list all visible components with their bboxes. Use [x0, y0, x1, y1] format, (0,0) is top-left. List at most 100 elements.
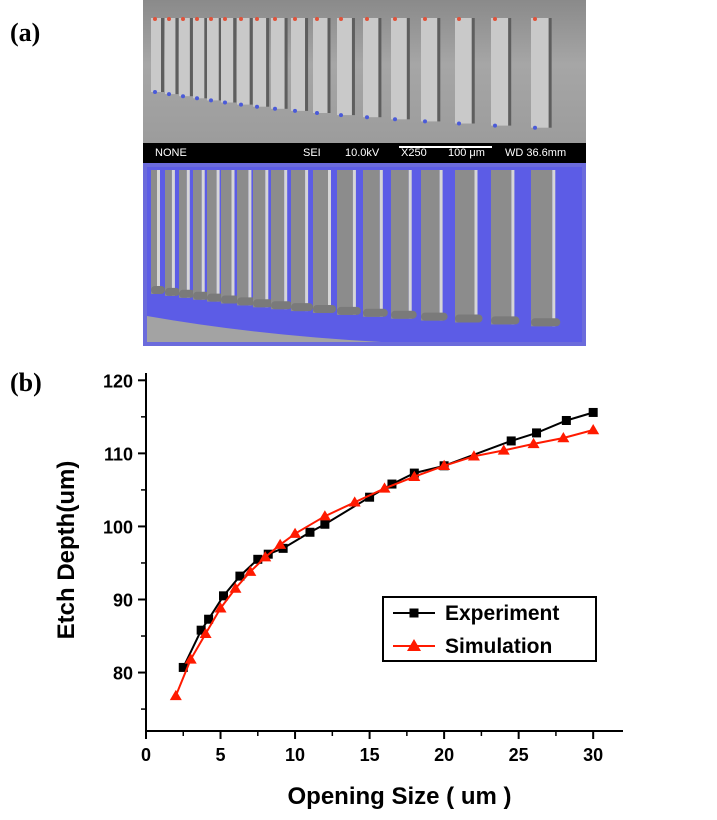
sem-highlight-frame — [143, 163, 586, 346]
y-tick-label: 110 — [104, 444, 133, 464]
legend-label-simulation: Simulation — [445, 635, 552, 658]
sem-image-panel: NONE SEI 10.0kV X250 100 μm WD 36.6mm — [143, 0, 586, 346]
sem-wall-foot — [391, 310, 417, 319]
sem-bottom-marker — [223, 100, 227, 105]
sem-wall-foot — [421, 312, 448, 321]
sem-wall-shadow — [204, 18, 208, 99]
sem-wall — [165, 18, 176, 95]
sem-wall-face — [165, 170, 172, 296]
y-tick-label: 90 — [113, 590, 133, 610]
sem-wall — [221, 18, 234, 103]
sem-wall-shadow — [437, 18, 441, 122]
chart-legend: Experiment Simulation — [382, 596, 597, 662]
sem-bottom-marker — [533, 125, 537, 130]
sem-wall-edge — [231, 170, 235, 304]
sem-wall — [271, 18, 285, 109]
sem-wall-foot — [207, 293, 225, 302]
sem-wall-foot — [337, 306, 361, 315]
sem-wall-foot — [179, 289, 195, 298]
sem-wall-foot — [455, 314, 483, 323]
sem-bottom-marker — [493, 123, 497, 128]
point-simulation — [497, 444, 510, 455]
sem-wall-face — [391, 170, 409, 319]
point-simulation — [259, 551, 272, 562]
sem-bottom-marker — [153, 90, 157, 94]
sem-wall-shadow — [284, 18, 288, 109]
legend-marker-simulation — [407, 639, 421, 651]
point-simulation — [229, 582, 242, 593]
sem-wall — [193, 18, 205, 99]
sem-wall-face — [237, 170, 249, 306]
sem-micrograph-highlighted — [147, 166, 582, 342]
sem-wall-face — [207, 170, 217, 302]
sem-wall-foot — [237, 297, 257, 306]
sem-bottom-marker — [181, 94, 185, 99]
sem-wall-edge — [328, 170, 331, 313]
sem-bottom-marker — [209, 98, 213, 103]
sem-top-marker — [423, 17, 427, 21]
sem-info-bar: NONE SEI 10.0kV X250 100 μm WD 36.6mm — [143, 143, 586, 163]
sem-wall-face — [337, 170, 353, 315]
sem-top-marker — [273, 17, 277, 21]
sem-wall — [291, 18, 306, 111]
sem-bottom-marker — [365, 115, 369, 120]
sem-wall-shadow — [351, 18, 355, 116]
sem-top-marker — [195, 17, 199, 21]
sem-info-magnification: X250 — [401, 147, 427, 159]
point-simulation — [199, 627, 212, 639]
sem-bottom-marker — [315, 111, 319, 115]
sem-wall-edge — [265, 170, 269, 308]
sem-wall — [421, 18, 438, 122]
sem-wall-edge — [408, 170, 412, 319]
sem-wall-foot — [165, 287, 180, 296]
sem-wall-edge — [186, 170, 190, 298]
point-experiment — [588, 407, 598, 417]
point-simulation — [348, 496, 361, 507]
point-simulation — [244, 565, 257, 576]
sem-top-marker — [167, 17, 171, 21]
sem-bottom-marker — [423, 119, 427, 124]
point-simulation — [274, 538, 287, 549]
sem-top-marker — [255, 17, 259, 21]
x-tick-label: 20 — [434, 745, 454, 765]
sem-bottom-marker — [393, 117, 397, 122]
sem-wall-face — [271, 170, 285, 310]
sem-wall-foot — [221, 295, 240, 304]
point-experiment — [204, 614, 214, 624]
point-simulation — [527, 437, 540, 449]
sem-wall-shadow — [218, 18, 222, 101]
sem-top-marker — [393, 17, 397, 21]
x-tick-label: 15 — [360, 745, 380, 765]
point-simulation — [557, 432, 570, 443]
point-experiment — [387, 479, 397, 489]
sem-top-marker — [223, 17, 227, 21]
sem-wall — [179, 18, 190, 97]
sem-wall-edge — [248, 170, 252, 306]
sem-wall-shadow — [175, 18, 179, 95]
sem-trenches-highlighted — [147, 166, 582, 342]
point-simulation — [318, 510, 331, 521]
panel-label-b: (b) — [10, 368, 42, 397]
sem-top-marker — [153, 17, 157, 21]
legend-label-experiment: Experiment — [445, 602, 559, 625]
sem-top-marker — [293, 17, 297, 21]
point-simulation — [408, 470, 421, 481]
point-experiment — [506, 436, 516, 446]
x-tick-label: 10 — [285, 745, 305, 765]
sem-wall-edge — [216, 170, 220, 302]
point-experiment — [178, 662, 188, 672]
sem-info-mode: NONE — [155, 147, 187, 159]
sem-bottom-marker — [293, 108, 297, 113]
sem-wall-face — [291, 170, 306, 312]
sem-bottom-marker — [273, 106, 277, 111]
sem-wall — [491, 18, 509, 126]
sem-wall-shadow — [249, 18, 253, 105]
sem-wall-shadow — [406, 18, 410, 120]
sem-wall-foot — [271, 301, 293, 310]
sem-wall-shadow — [327, 18, 331, 113]
sem-wall-face — [151, 170, 157, 294]
point-experiment — [196, 625, 206, 635]
x-tick-label: 5 — [216, 745, 226, 765]
point-simulation — [214, 602, 227, 613]
